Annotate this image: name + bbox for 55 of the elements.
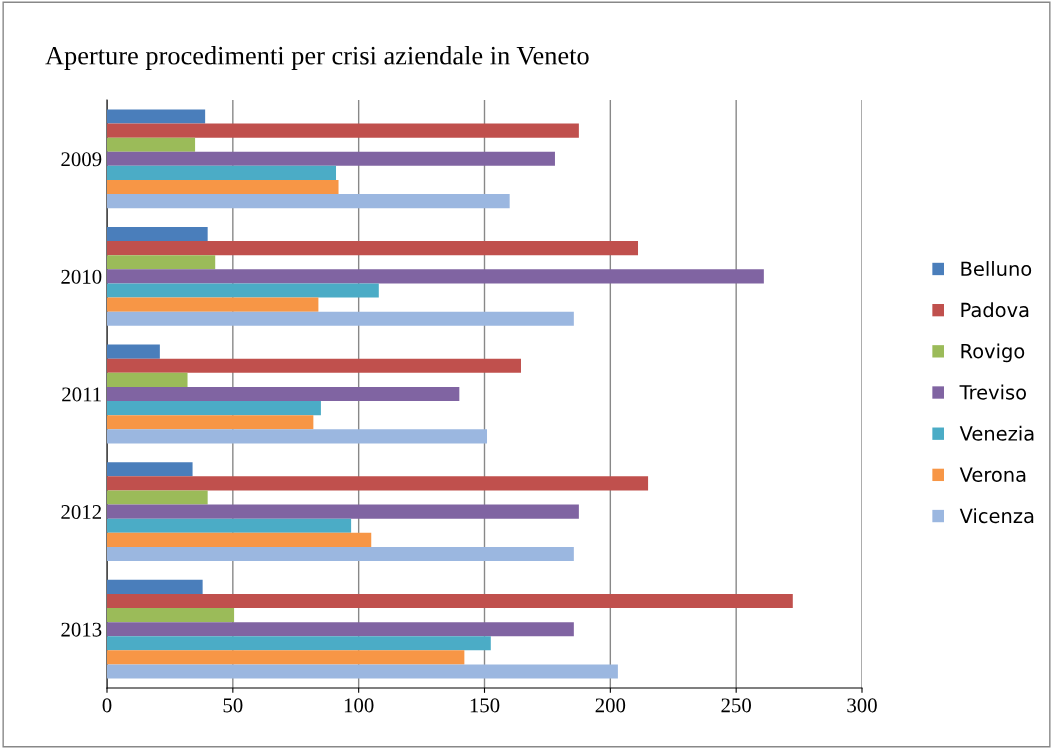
bar [107,429,488,444]
bar [107,664,618,679]
y-tick-label: 2010 [61,269,102,284]
bar [107,462,193,477]
legend-label: Treviso [959,384,1026,400]
chart-title: Aperture procedimenti per crisi aziendale in Veneto [45,46,589,70]
x-tick-label: 250 [721,698,751,713]
bar [107,518,352,533]
bar [107,650,465,665]
legend-label: Vicenza [959,508,1034,524]
bar [107,476,649,491]
bar [107,415,314,430]
bar [107,123,579,138]
bar [107,227,208,242]
bar [107,137,196,152]
bar [107,372,188,387]
x-tick-label: 300 [847,698,877,713]
legend-label: Venezia [959,425,1034,441]
bar [107,311,574,326]
legend-label: Padova [961,302,1029,318]
bar [107,283,379,298]
bar [107,490,208,505]
bar [107,109,206,124]
bar [107,546,574,561]
bar [107,194,510,209]
bar [107,636,491,651]
x-tick-label: 150 [470,698,500,713]
y-tick-label: 2011 [62,387,101,402]
bar [107,401,321,416]
bar [107,532,372,547]
bar [107,608,235,623]
legend-label: Rovigo [961,343,1025,363]
bar [107,241,639,256]
x-tick-label: 0 [102,698,112,713]
bar [107,151,555,166]
bar [107,622,574,637]
y-tick-label: 2013 [61,622,102,637]
bar [107,358,521,373]
bar [107,593,793,609]
bar [107,579,203,594]
bar [107,344,160,359]
bar [107,255,216,270]
x-tick-label: 200 [595,698,626,713]
bar [107,165,337,180]
bar [107,269,764,284]
bar [107,504,579,519]
x-tick-label: 100 [344,698,374,713]
bar [107,297,319,312]
y-tick-label: 2009 [61,152,102,167]
legend-label: Belluno [961,261,1032,277]
bar [107,179,339,195]
legend-label: Verona [959,467,1026,482]
bar [107,386,460,402]
y-tick-label: 2012 [61,504,101,520]
x-tick-label: 50 [223,698,243,713]
